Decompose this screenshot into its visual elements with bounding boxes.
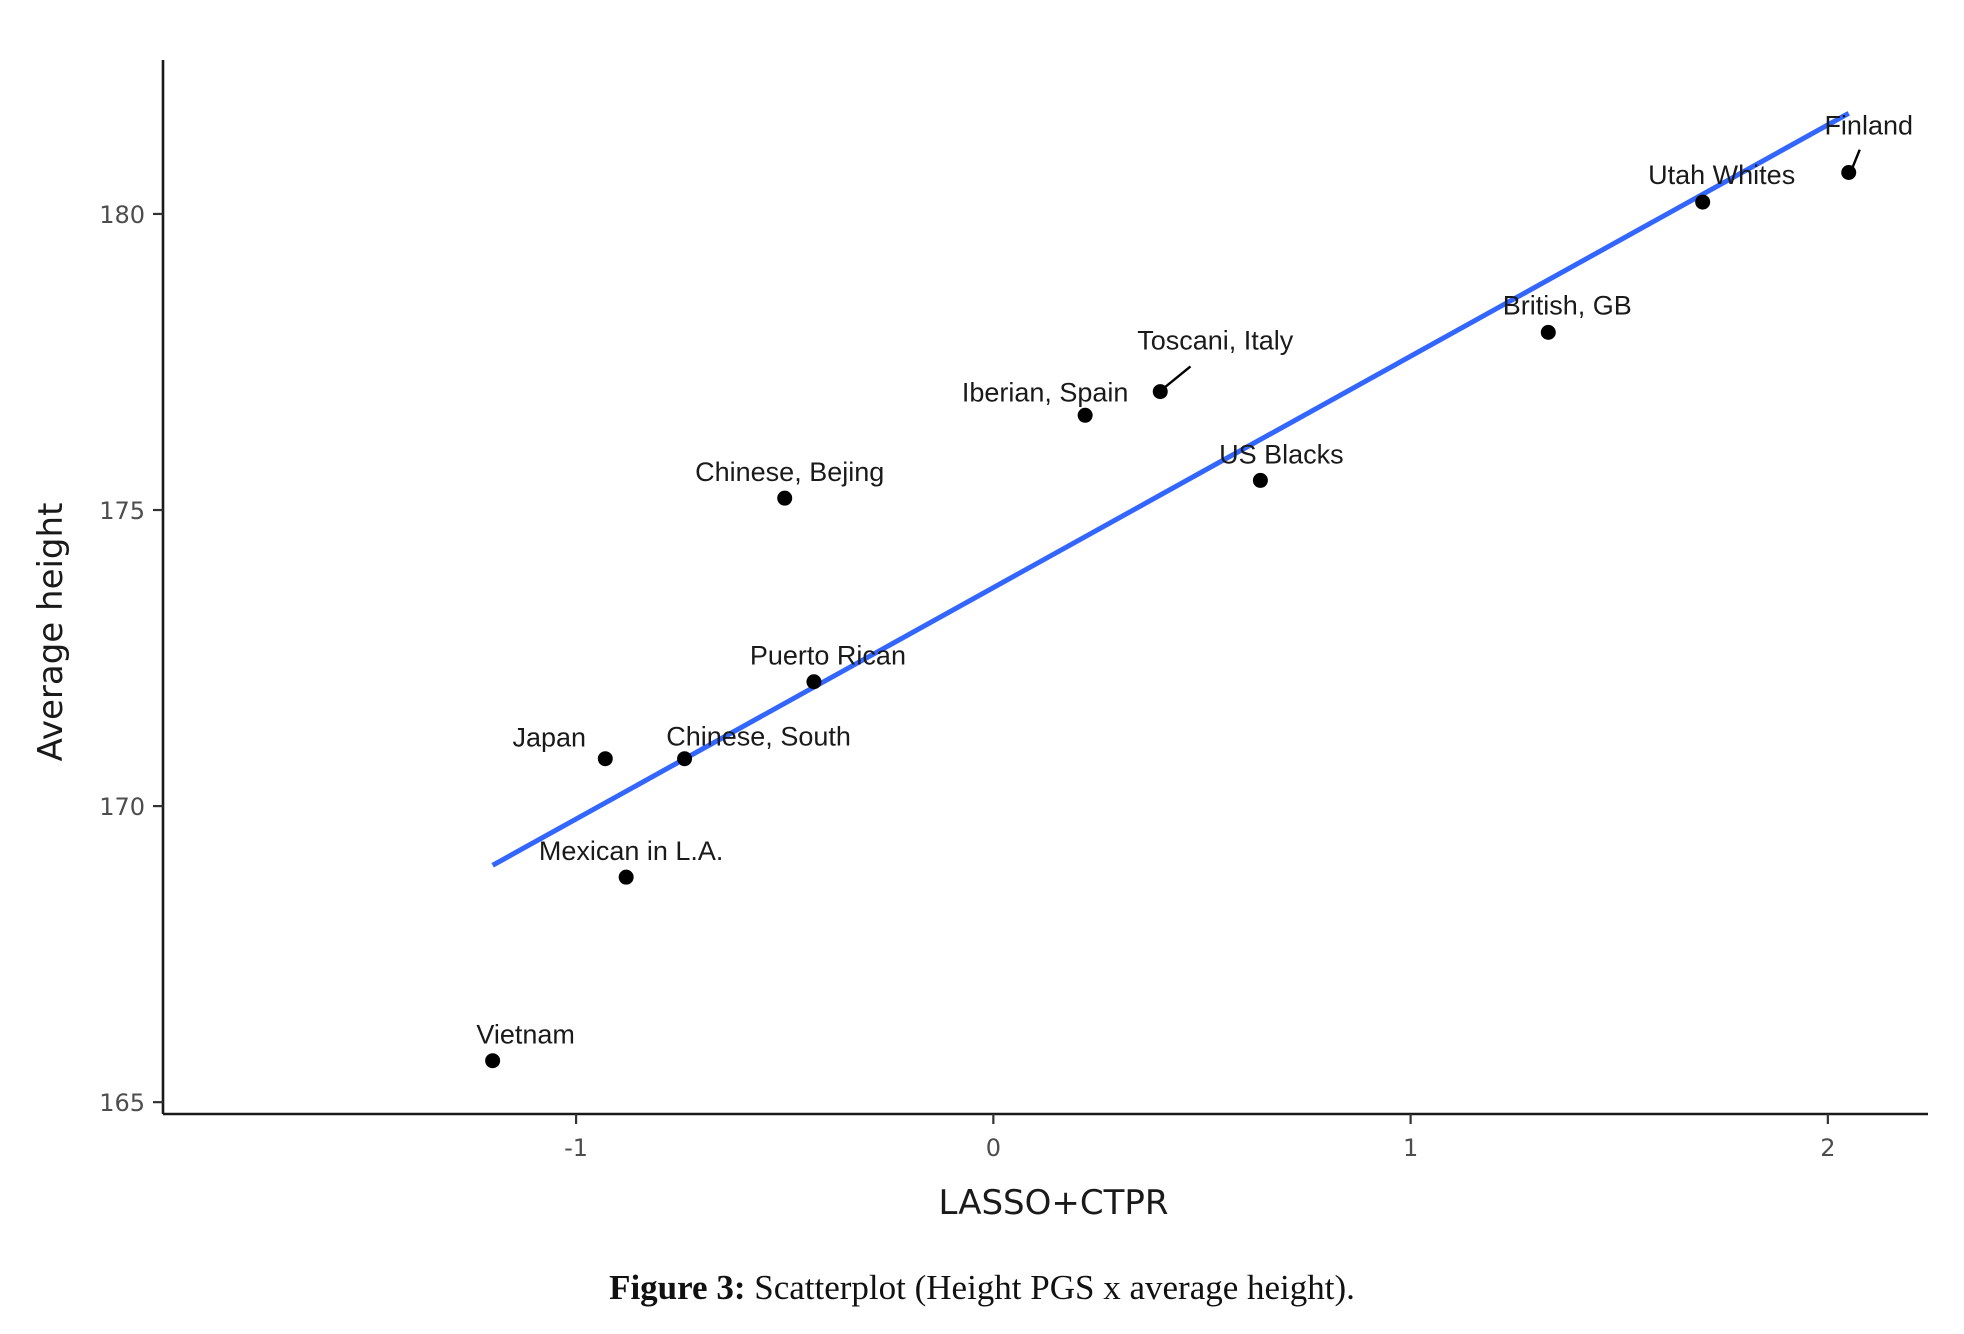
data-point [1077,407,1093,423]
point-label: Chinese, South [666,722,851,752]
x-axis-title: LASSO+CTPR [938,1183,1168,1223]
figure-caption: Figure 3: Scatterplot (Height PGS x aver… [0,1268,1964,1308]
data-point [1841,165,1857,181]
axes-layer: -1 0 1 2 165 170 175 180 LASSO+CTPR Average heigh… [31,60,1928,1223]
point-label: Mexican in L.A. [539,836,724,866]
point-label: Chinese, Bejing [695,457,884,487]
x-tick-label: 1 [1403,1134,1418,1162]
y-axis-title: Average height [31,503,71,762]
data-point [677,751,693,767]
regression-line [491,111,1850,868]
data-point [597,751,613,767]
caption-text: Scatterplot (Height PGS x average height… [745,1268,1355,1307]
point-label: Puerto Rican [750,641,906,671]
point-label: Finland [1824,111,1913,141]
label-leader-line [1162,365,1192,390]
y-tick-label: 165 [99,1089,145,1117]
data-point [777,490,793,506]
point-label: Iberian, Spain [962,377,1129,407]
y-tick-label: 180 [99,201,145,229]
y-tick-label: 175 [99,497,145,525]
point-label: US Blacks [1219,439,1344,469]
data-point [806,674,822,690]
point-label: Japan [513,723,587,753]
point-label: Vietnam [476,1020,575,1050]
x-tick-label: 2 [1820,1134,1835,1162]
point-labels-layer: Finland Utah Whites British, GB Toscani, It… [476,111,1913,1050]
point-label: British, GB [1503,290,1632,320]
x-tick-label: -1 [564,1134,588,1162]
label-leader-line [1850,149,1861,170]
data-point [1252,472,1268,488]
data-point [485,1053,501,1069]
point-label: Toscani, Italy [1137,326,1294,356]
point-label: Utah Whites [1648,160,1795,190]
points-layer [485,165,1857,1069]
data-point [618,869,634,885]
data-point [1695,194,1711,210]
caption-label: Figure 3: [609,1268,746,1307]
y-tick-label: 170 [99,793,145,821]
data-point [1540,324,1556,340]
x-tick-label: 0 [986,1134,1001,1162]
regression-line-layer [491,111,1850,868]
